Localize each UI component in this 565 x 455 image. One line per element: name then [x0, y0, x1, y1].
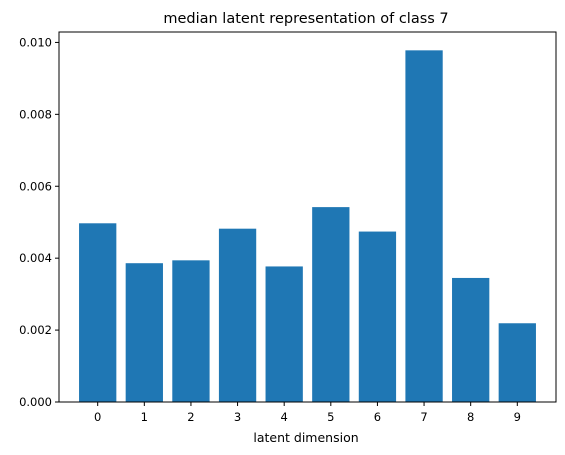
y-tick-label: 0.008 — [19, 107, 52, 121]
x-tick-label: 4 — [281, 410, 288, 424]
bar-9 — [498, 323, 536, 402]
bar-8 — [452, 277, 490, 402]
bar-2 — [172, 260, 210, 402]
x-tick-label: 9 — [514, 410, 521, 424]
x-tick-label: 6 — [374, 410, 381, 424]
x-tick-label: 5 — [327, 410, 334, 424]
bar-6 — [358, 231, 397, 402]
y-tick-label: 0.000 — [19, 395, 52, 409]
bar-1 — [125, 263, 163, 402]
y-tick-label: 0.002 — [19, 323, 52, 337]
x-tick-label: 0 — [94, 410, 101, 424]
y-tick-label: 0.004 — [19, 251, 52, 265]
y-tick-label: 0.006 — [19, 179, 52, 193]
bar-5 — [312, 207, 350, 402]
y-tick-label: 0.010 — [19, 35, 52, 49]
bar-7 — [405, 50, 443, 402]
x-axis-ticks: 0 1 2 3 4 5 6 7 8 9 — [94, 402, 521, 424]
y-axis-ticks: 0.000 0.002 0.004 0.006 0.008 0.010 — [19, 35, 59, 409]
x-axis-label: latent dimension — [253, 430, 358, 445]
x-tick-label: 3 — [234, 410, 241, 424]
x-tick-label: 8 — [467, 410, 474, 424]
bar-4 — [265, 266, 303, 402]
x-tick-label: 7 — [420, 410, 427, 424]
bar-3 — [218, 228, 257, 402]
x-tick-label: 1 — [141, 410, 148, 424]
chart-title: median latent representation of class 7 — [163, 11, 448, 27]
bars-group — [79, 50, 536, 402]
x-tick-label: 2 — [187, 410, 194, 424]
bar-0 — [79, 223, 117, 402]
plot-frame — [58, 31, 557, 403]
